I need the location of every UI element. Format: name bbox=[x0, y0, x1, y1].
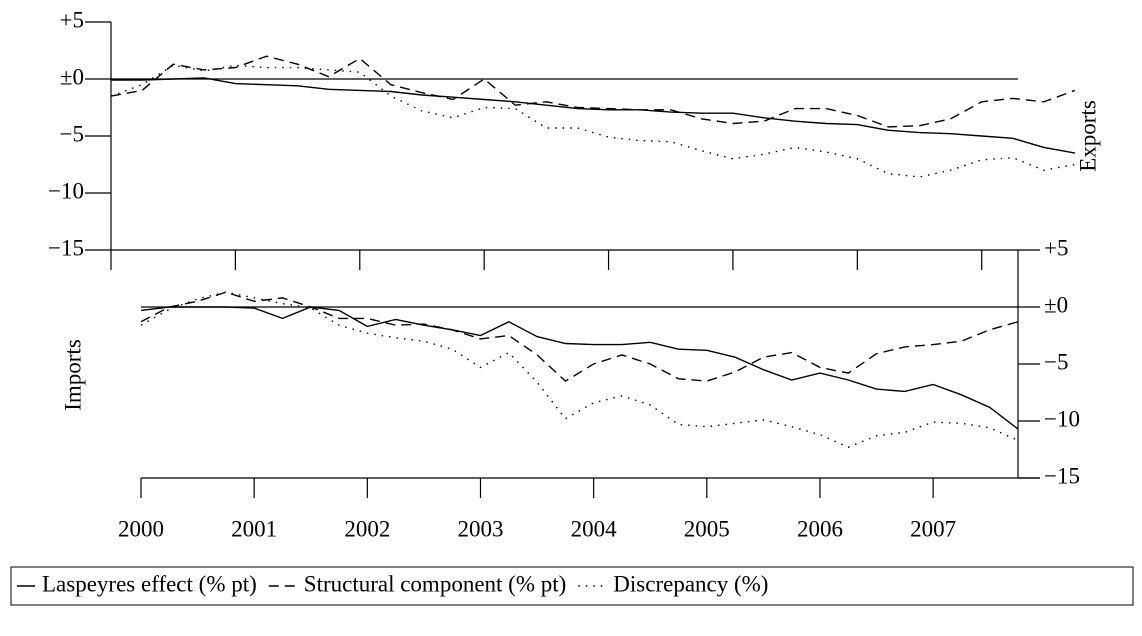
y-tick-label: +5 bbox=[1044, 235, 1068, 260]
x-tick-label: 2001 bbox=[231, 516, 277, 541]
x-tick-label: 2000 bbox=[118, 516, 164, 541]
y-tick-label: ±0 bbox=[60, 64, 84, 89]
y-tick-label: −10 bbox=[1044, 406, 1080, 431]
legend-label: Structural component (% pt) bbox=[304, 571, 567, 596]
y-tick-label: −10 bbox=[48, 178, 84, 203]
x-tick-label: 2007 bbox=[910, 516, 956, 541]
y-axis-label: Imports bbox=[60, 339, 85, 411]
y-axis-label: Exports bbox=[1075, 100, 1100, 172]
data-line bbox=[140, 291, 1019, 448]
data-line bbox=[140, 291, 1019, 382]
x-tick-label: 2002 bbox=[344, 516, 390, 541]
data-line bbox=[111, 77, 1076, 154]
legend-label: Discrepancy (%) bbox=[613, 571, 768, 596]
y-tick-label: +5 bbox=[60, 7, 84, 32]
x-tick-label: 2004 bbox=[571, 516, 618, 541]
y-tick-label: −5 bbox=[1044, 349, 1068, 374]
x-tick-label: 2006 bbox=[797, 516, 843, 541]
y-tick-label: −15 bbox=[1044, 463, 1080, 488]
y-tick-label: ±0 bbox=[1044, 292, 1068, 317]
y-tick-label: −15 bbox=[48, 235, 84, 260]
data-line bbox=[140, 306, 1019, 430]
legend-label: Laspeyres effect (% pt) bbox=[42, 571, 257, 596]
data-line bbox=[110, 64, 1076, 178]
legend-box bbox=[10, 566, 1134, 606]
data-line bbox=[110, 55, 1076, 128]
x-tick-label: 2003 bbox=[457, 516, 503, 541]
x-tick-label: 2005 bbox=[684, 516, 730, 541]
y-tick-label: −5 bbox=[60, 121, 84, 146]
